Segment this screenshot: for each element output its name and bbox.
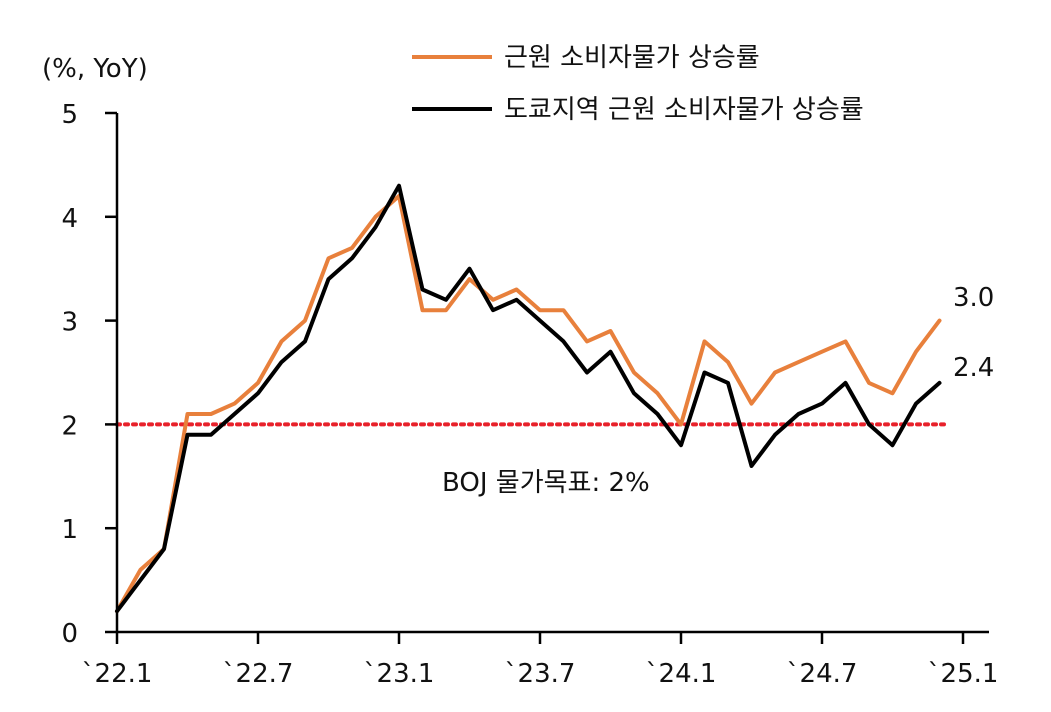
y-tick-label: 1	[61, 515, 78, 545]
y-tick-label: 2	[61, 411, 78, 441]
x-tick-label: `25.1	[928, 659, 999, 689]
y-tick-label: 0	[61, 619, 78, 649]
legend: 근원 소비자물가 상승률 도쿄지역 근원 소비자물가 상승률	[412, 43, 864, 125]
end-label-core-cpi: 3.0	[953, 283, 994, 313]
end-label-tokyo-core-cpi: 2.4	[953, 353, 994, 383]
x-tick-label: `24.7	[787, 659, 858, 689]
x-tick-label: `22.7	[223, 659, 294, 689]
y-unit-label: (%, YoY)	[42, 54, 148, 84]
x-tick-label: `22.1	[82, 659, 153, 689]
legend-label-core-cpi: 근원 소비자물가 상승률	[504, 43, 760, 73]
x-tick-label: `24.1	[646, 659, 717, 689]
y-tick-label: 5	[61, 100, 78, 130]
x-tick-label: `23.1	[364, 659, 435, 689]
legend-label-tokyo-core-cpi: 도쿄지역 근원 소비자물가 상승률	[504, 95, 864, 125]
series-line-tokyo-core-cpi	[115, 183, 942, 614]
y-tick-label: 4	[61, 204, 78, 234]
series-line-core-cpi	[115, 194, 942, 614]
boj-target-label: BOJ 물가목표: 2%	[442, 468, 650, 498]
y-tick-label: 3	[61, 308, 78, 338]
x-tick-label: `23.7	[505, 659, 576, 689]
